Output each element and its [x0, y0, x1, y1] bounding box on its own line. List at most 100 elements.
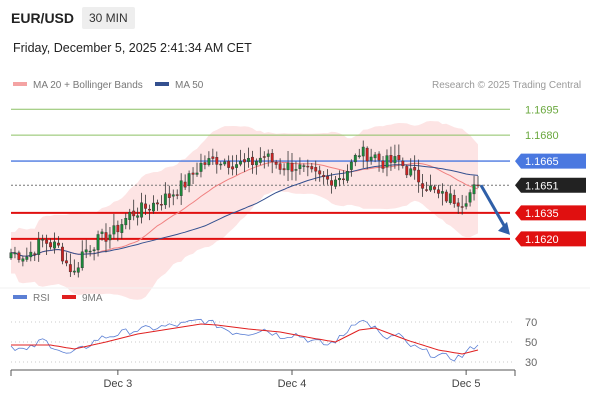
forecast-arrow-head [498, 221, 510, 235]
candle-body [318, 170, 322, 175]
candle-body [421, 183, 425, 189]
header-bar: EUR/USD 30 MIN [0, 0, 590, 37]
support-label-box [515, 205, 586, 221]
candle-body [326, 176, 330, 180]
legend-ma20-swatch [13, 82, 27, 87]
candle-body [282, 168, 286, 171]
candle-body [195, 172, 199, 175]
candle-body [397, 155, 401, 161]
candle-body [156, 202, 159, 205]
rsi-tick-label: 70 [525, 317, 537, 329]
candle-body [57, 242, 60, 246]
rsi-9ma-line [11, 323, 479, 355]
candle-body [128, 212, 132, 220]
candle-body [37, 238, 41, 255]
last-level-label: 1.1651 [525, 180, 559, 192]
candle-body [258, 157, 262, 163]
candle-body [254, 160, 258, 166]
candle-body [464, 203, 468, 207]
candle-body [247, 158, 250, 162]
candle-body [64, 260, 68, 264]
legend-9ma-swatch [62, 295, 76, 300]
candle-body [389, 155, 393, 163]
candle-body [444, 191, 448, 202]
candle-body [409, 168, 413, 176]
candle-body [377, 153, 381, 161]
candle-body [45, 239, 49, 244]
candle-body [152, 202, 155, 212]
rsi-tick-label: 30 [525, 357, 537, 369]
legend-9ma-label: 9MA [82, 293, 103, 304]
candle-body [72, 270, 76, 273]
x-tick-label: Dec 4 [278, 378, 307, 390]
candle-body [41, 239, 45, 241]
candle-body [433, 186, 436, 190]
legend-rsi: RSI [13, 293, 50, 304]
candle-body [302, 165, 306, 167]
candle-body [401, 160, 405, 167]
candle-body [357, 155, 361, 158]
forecast-arrow-shaft [479, 184, 508, 230]
timeframe-badge[interactable]: 30 MIN [82, 7, 135, 29]
candle-body [417, 169, 421, 183]
candle-body [61, 246, 64, 262]
research-credit: Research © 2025 Trading Central [432, 80, 582, 91]
resistance-level-label: 1.1680 [525, 130, 559, 142]
rsi-tick-label: 50 [525, 337, 537, 349]
candle-body [199, 162, 203, 172]
candle-body [171, 194, 175, 197]
ma50-line [10, 164, 479, 257]
candle-body [266, 153, 270, 157]
candle-body [345, 170, 349, 181]
legend-ma50: MA 50 [155, 80, 203, 91]
candle-body [13, 252, 17, 255]
candle-body [175, 194, 179, 196]
candle-body [148, 208, 151, 211]
candle-body [84, 249, 88, 253]
candle-body [385, 155, 389, 168]
symbol-title: EUR/USD [11, 10, 75, 26]
candle-body [211, 156, 215, 159]
candle-body [436, 189, 440, 194]
legend-9ma: 9MA [62, 293, 103, 304]
candle-body [472, 184, 476, 195]
candle-body [250, 156, 254, 166]
candle-body [167, 193, 171, 198]
candle-body [124, 218, 128, 226]
candle-body [49, 242, 53, 248]
candle-body [203, 162, 207, 165]
support-level-label: 1.1620 [525, 234, 559, 246]
bollinger-band [11, 121, 478, 300]
candle-body [17, 252, 21, 260]
candle-body [80, 251, 84, 269]
candle-body [314, 167, 318, 172]
support-level-label: 1.1635 [525, 208, 559, 220]
candle-body [88, 250, 92, 253]
candle-body [322, 175, 326, 178]
candle-body [163, 193, 167, 206]
candle-body [448, 193, 452, 203]
candle-body [310, 166, 314, 170]
candle-body [306, 165, 310, 168]
candle-body [215, 157, 219, 165]
legend-rsi-label: RSI [33, 293, 50, 304]
candle-body [159, 204, 163, 206]
rsi-line [10, 318, 479, 362]
candle-body [243, 159, 246, 163]
candle-body [413, 167, 417, 171]
candle-body [274, 161, 278, 165]
legend-ma50-swatch [155, 82, 169, 87]
candle-body [468, 192, 472, 203]
candle-body [270, 153, 274, 162]
candle-body [179, 180, 183, 196]
candle-body [9, 252, 13, 259]
candle-body [294, 169, 298, 171]
legend-ma20-label: MA 20 + Bollinger Bands [33, 80, 143, 91]
candle-body [460, 206, 464, 208]
candle-body [353, 155, 357, 163]
candle-body [365, 147, 369, 162]
candle-body [76, 267, 80, 273]
candle-body [183, 181, 187, 188]
candle-body [144, 203, 147, 209]
